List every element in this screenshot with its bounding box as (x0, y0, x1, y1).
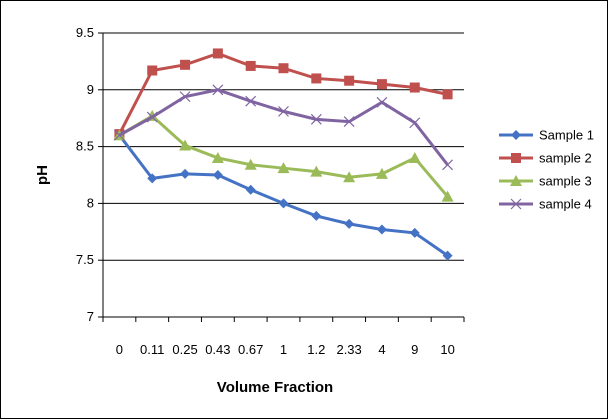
legend-item: sample 4 (499, 197, 592, 212)
data-point-marker (113, 129, 125, 141)
data-point-marker (310, 113, 322, 125)
x-tick-label: 1 (280, 342, 287, 357)
series-2 (114, 48, 453, 140)
x-tick-label: 0.25 (172, 342, 197, 357)
legend-label: sample 2 (539, 151, 592, 166)
series-line (118, 114, 449, 198)
data-point-marker (442, 250, 453, 261)
legend-label: sample 4 (539, 197, 592, 212)
data-point-marker (179, 91, 191, 103)
x-axis-title: Volume Fraction (217, 379, 333, 396)
data-point-marker (344, 218, 355, 229)
data-point-marker (409, 227, 420, 238)
y-tick-label: 9 (87, 82, 94, 97)
legend-item: Sample 1 (499, 128, 594, 143)
data-point-marker (311, 73, 322, 84)
data-point-marker (179, 139, 192, 151)
legend-swatch-marker (510, 175, 522, 186)
data-point-marker (146, 111, 158, 123)
data-point-marker (212, 170, 223, 180)
data-point-marker (212, 84, 224, 96)
legend-item: sample 2 (499, 151, 592, 166)
data-point-marker (278, 198, 289, 209)
legend-label: sample 3 (539, 174, 592, 189)
data-point-marker (409, 117, 421, 129)
x-tick-label: 0.11 (140, 342, 164, 357)
series-line (118, 134, 449, 257)
data-point-marker (244, 158, 257, 170)
data-point-marker (278, 105, 289, 117)
data-point-marker (442, 89, 453, 100)
data-point-marker (376, 79, 387, 90)
legend: Sample 1 sample 2 sample 3 sample 4 (499, 128, 594, 212)
data-point-marker (180, 59, 191, 70)
y-tick-label: 7 (87, 309, 94, 324)
y-tick-label: 9.5 (76, 25, 94, 40)
data-point-marker (245, 60, 256, 71)
x-tick-label: 0.67 (238, 342, 263, 357)
y-tick-label: 7.5 (76, 252, 94, 267)
data-point-marker (376, 96, 388, 108)
axes (98, 32, 465, 322)
x-tick-label: 4 (378, 342, 385, 357)
data-point-marker (147, 173, 158, 184)
gridlines (103, 32, 464, 318)
data-point-marker (376, 224, 387, 235)
legend-swatch-marker (510, 198, 522, 210)
y-tick-label: 8.5 (76, 139, 94, 154)
y-tick-label: 8 (87, 195, 94, 210)
series-line (118, 88, 449, 166)
series-1 (114, 130, 453, 261)
data-point-marker (278, 63, 289, 74)
x-tick-label: 0.43 (205, 342, 230, 357)
x-tick-label: 2.33 (336, 342, 361, 357)
data-point-marker (442, 159, 454, 171)
legend-swatch-marker (511, 153, 521, 163)
x-tick-label: 0 (116, 342, 123, 357)
data-point-marker (441, 190, 454, 202)
data-point-marker (147, 65, 158, 76)
data-point-marker (310, 165, 323, 177)
x-tick-label: 1.2 (307, 342, 325, 357)
data-point-marker (211, 151, 224, 163)
data-point-marker (409, 82, 420, 93)
data-point-marker (343, 116, 355, 128)
legend-label: Sample 1 (539, 128, 594, 143)
data-point-marker (311, 210, 322, 221)
x-tick-label: 10 (440, 342, 454, 357)
series-layer (113, 48, 454, 261)
data-point-marker (180, 168, 191, 179)
data-point-marker (245, 95, 257, 107)
data-point-marker (343, 171, 356, 183)
data-point-marker (245, 184, 256, 195)
series-4 (113, 84, 454, 171)
x-tick-label: 9 (411, 342, 418, 357)
data-point-marker (277, 162, 290, 174)
data-point-marker (408, 151, 421, 163)
data-point-marker (375, 167, 388, 179)
legend-item: sample 3 (499, 174, 592, 189)
series-3 (113, 109, 454, 202)
data-point-marker (212, 48, 223, 59)
tick-labels: 7 7.5 8 8.5 9 9.5 0 0.11 0.25 0.43 0.67 1 1.2 2.33 4 9 1… (76, 25, 455, 357)
y-axis-title: pH (34, 165, 51, 185)
legend-swatch-marker (511, 130, 521, 140)
data-point-marker (344, 75, 355, 86)
